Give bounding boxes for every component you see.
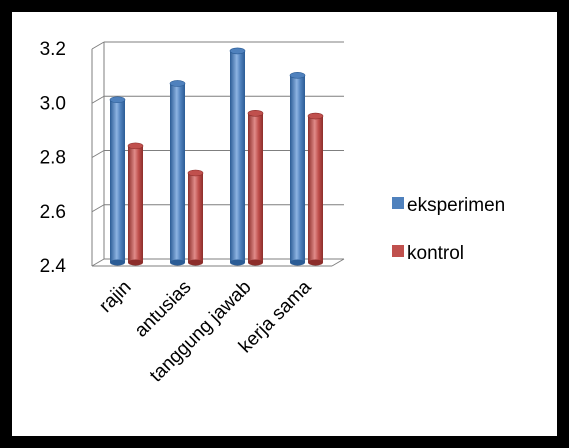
bars (109, 47, 324, 266)
bar-kontrol-3 (247, 110, 264, 266)
legend-swatch (392, 245, 404, 257)
y-tick-label: 3.2 (40, 39, 66, 60)
gridline-diagonal (91, 258, 105, 267)
floor-right-edge (331, 258, 345, 267)
bar-kontrol-1 (127, 142, 144, 266)
legend-item-eksperimen: eksperimen (392, 195, 505, 216)
y-tick-label: 2.6 (40, 202, 66, 223)
gridline-diagonal (91, 41, 105, 50)
bar-eksperimen-1 (109, 96, 126, 266)
x-tick-label: tanggung jawab (146, 277, 256, 387)
y-tick-label: 2.8 (40, 148, 66, 169)
y-tick-label: 2.4 (40, 256, 67, 277)
legend-item-kontrol: kontrol (392, 243, 464, 264)
bar-kontrol-4 (307, 112, 324, 266)
y-tick-label: 3.0 (40, 93, 66, 114)
gridline-diagonal (91, 150, 105, 158)
bar-eksperimen-4 (289, 72, 306, 266)
legend-label: eksperimen (407, 195, 505, 216)
y-axis-ticks: 2.4 2.6 2.8 3.0 3.2 (40, 39, 67, 277)
chart-frame: 2.4 2.6 2.8 3.0 3.2 rajin antusias tanggung ja… (12, 12, 557, 436)
bar-eksperimen-3 (229, 47, 246, 266)
legend-swatch (392, 197, 404, 209)
gridline-diagonal (91, 95, 105, 104)
bar-eksperimen-2 (169, 80, 186, 266)
x-tick-label: rajin (95, 277, 135, 317)
legend-label: kontrol (407, 243, 464, 264)
gridline-diagonal (91, 204, 105, 213)
legend: eksperimen kontrol (392, 195, 505, 264)
bar-kontrol-2 (187, 169, 204, 266)
